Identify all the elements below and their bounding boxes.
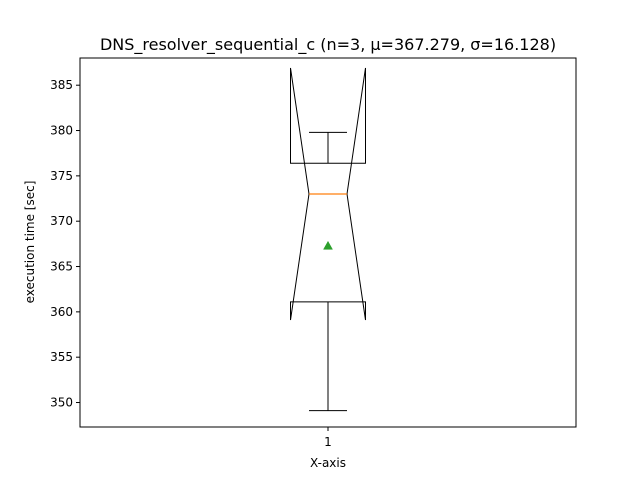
y-axis-label: execution time [sec] <box>23 181 37 304</box>
y-tick-label: 370 <box>50 214 73 228</box>
mean-marker <box>323 240 333 250</box>
y-tick-label: 380 <box>50 124 73 138</box>
notched-box <box>290 67 366 321</box>
y-tick-label: 360 <box>50 305 73 319</box>
chart-title: DNS_resolver_sequential_c (n=3, μ=367.27… <box>100 35 556 55</box>
y-tick-label: 385 <box>50 78 73 92</box>
y-axis: 350 355 360 365 370 375 380 385 <box>50 78 80 410</box>
y-tick-label: 350 <box>50 396 73 410</box>
box-series <box>290 67 366 412</box>
x-tick-label: 1 <box>324 435 332 449</box>
y-tick-label: 375 <box>50 169 73 183</box>
y-tick-label: 355 <box>50 350 73 364</box>
x-axis: 1 <box>324 427 332 449</box>
y-tick-label: 365 <box>50 260 73 274</box>
x-axis-label: X-axis <box>310 456 346 470</box>
